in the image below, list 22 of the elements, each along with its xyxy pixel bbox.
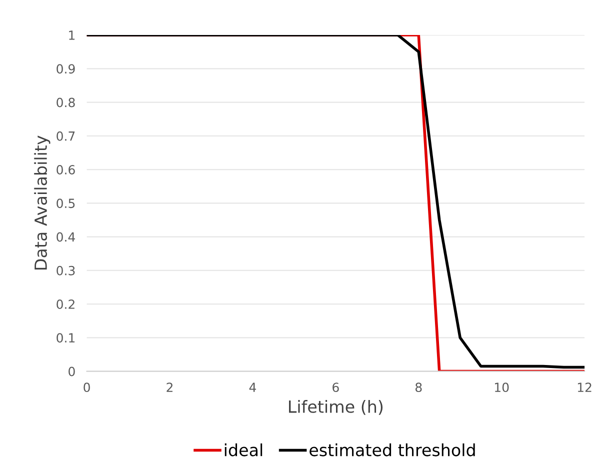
x-tick-label: 2	[166, 382, 172, 392]
y-tick-label: 0.1	[56, 333, 75, 343]
legend-label: ideal	[224, 443, 262, 456]
x-tick-label: 8	[416, 382, 422, 392]
x-tick-label: 0	[84, 382, 90, 392]
y-tick-label: 0.2	[56, 299, 74, 309]
y-tick-label: 0.5	[56, 198, 75, 208]
y-tick-label: 0.7	[56, 131, 75, 141]
x-tick-label: 6	[332, 382, 339, 392]
y-tick-label: 0.9	[56, 64, 75, 74]
y-tick-label: 1	[69, 30, 75, 40]
y-tick-label: 0.3	[56, 266, 75, 276]
y-axis-title: Data Availability	[34, 136, 50, 270]
y-tick-label: 0.4	[56, 232, 75, 242]
legend-label: estimated threshold	[310, 443, 475, 456]
x-tick-label: 12	[578, 382, 592, 392]
x-tick-label: 10	[495, 382, 509, 392]
x-tick-label: 4	[249, 382, 256, 392]
y-tick-label: 0	[68, 366, 75, 376]
x-axis-title: Lifetime (h)	[289, 400, 383, 415]
y-tick-label: 0.8	[56, 98, 75, 108]
y-tick-label: 0.6	[56, 164, 75, 174]
